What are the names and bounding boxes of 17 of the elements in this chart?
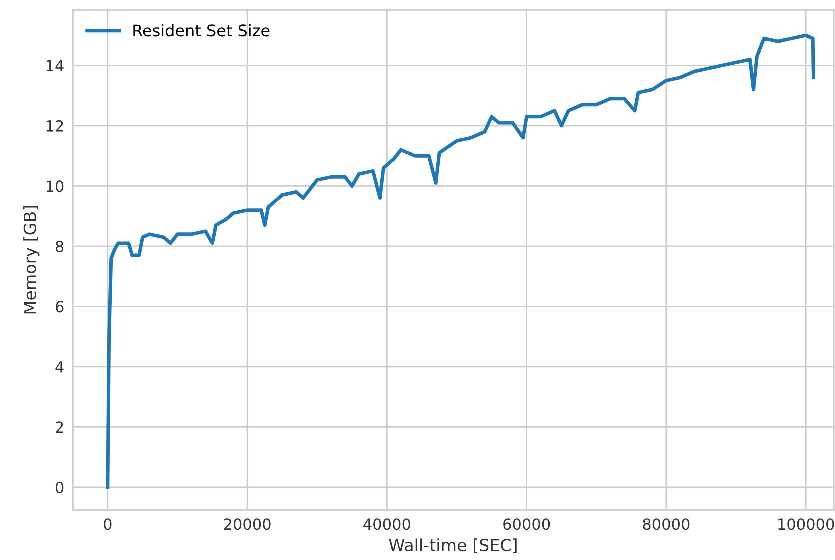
y-tick-label: 6 [56, 301, 64, 313]
x-tick-label: 40000 [364, 518, 410, 530]
y-tick-label: 12 [46, 120, 64, 132]
y-tick-label: 14 [46, 60, 64, 72]
y-tick-label: 4 [56, 362, 64, 373]
x-tick-label: 60000 [504, 518, 550, 530]
y-tick-label: 8 [56, 240, 64, 252]
x-tick-label: 0 [104, 518, 112, 530]
x-tick-label: 80000 [643, 518, 690, 530]
x-tick-label: 20000 [224, 518, 271, 530]
x-axis-title: Wall-time [SEC] [389, 538, 517, 554]
y-tick-label: 10 [46, 180, 64, 192]
x-tick-label: 100000 [778, 518, 834, 530]
legend-label: Resident Set Size [134, 24, 270, 37]
y-tick-label: 0 [56, 482, 64, 494]
y-axis-title: Memory [GB] [24, 206, 40, 314]
y-tick-label: 2 [56, 422, 64, 433]
